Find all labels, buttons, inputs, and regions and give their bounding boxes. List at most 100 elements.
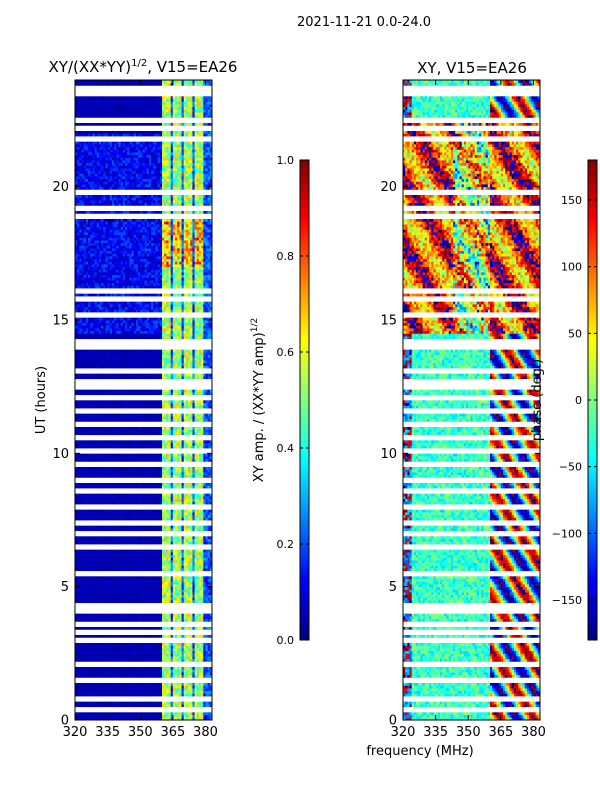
heatmap-cell	[105, 512, 109, 516]
heatmap-cell	[81, 541, 85, 545]
heatmap-cell	[188, 485, 191, 489]
heatmap-cell	[183, 482, 187, 486]
heatmap-cell	[179, 469, 182, 473]
heatmap-cell	[201, 568, 204, 572]
heatmap-cell	[190, 560, 193, 564]
heatmap-cell	[103, 565, 106, 569]
heatmap-cell	[185, 674, 189, 678]
heatmap-cell	[120, 618, 124, 622]
heatmap-cell	[177, 485, 180, 489]
heatmap-cell	[103, 517, 106, 521]
heatmap-cell	[177, 669, 180, 673]
heatmap-cell	[92, 482, 95, 486]
heatmap-cell	[201, 672, 204, 676]
heatmap-cell	[114, 600, 117, 604]
heatmap-cell	[177, 549, 180, 553]
heatmap-cell	[205, 581, 209, 585]
heatmap-cell	[77, 565, 80, 569]
heatmap-cell	[94, 560, 98, 564]
heatmap-cell	[129, 592, 132, 596]
heatmap-cell	[203, 650, 206, 654]
heatmap-cell	[103, 541, 106, 545]
heatmap-cell	[81, 656, 85, 660]
heatmap-cell	[107, 578, 111, 582]
heatmap-cell	[90, 717, 93, 721]
heatmap-cell	[203, 592, 206, 596]
heatmap-cell	[77, 616, 80, 620]
heatmap-cell	[129, 578, 132, 582]
heatmap-cell	[77, 466, 80, 470]
heatmap-cell	[94, 688, 98, 692]
heatmap-cell	[166, 685, 169, 689]
heatmap-cell	[194, 552, 198, 556]
heatmap-cell	[192, 472, 196, 476]
flagged-row	[75, 624, 212, 627]
heatmap-cell	[131, 496, 135, 500]
heatmap-cell	[111, 496, 115, 500]
heatmap-cell	[111, 586, 115, 590]
heatmap-cell	[155, 496, 159, 500]
heatmap-cell	[122, 538, 126, 542]
heatmap-cell	[129, 541, 132, 545]
heatmap-cell	[153, 501, 156, 505]
heatmap-cell	[105, 658, 109, 662]
heatmap-cell	[175, 536, 178, 540]
heatmap-cell	[75, 669, 78, 673]
heatmap-cell	[153, 554, 156, 558]
heatmap-cell	[177, 656, 180, 660]
heatmap-cell	[185, 626, 189, 630]
heatmap-cell	[111, 648, 115, 652]
heatmap-cell	[185, 672, 189, 676]
heatmap-cell	[101, 669, 104, 673]
heatmap-cell	[140, 538, 143, 542]
heatmap-cell	[103, 584, 106, 588]
heatmap-cell	[103, 509, 106, 513]
heatmap-cell	[183, 554, 187, 558]
heatmap-cell	[144, 656, 148, 660]
heatmap-cell	[98, 493, 102, 497]
heatmap-cell	[161, 466, 165, 470]
heatmap-cell	[203, 693, 206, 697]
heatmap-cell	[172, 554, 176, 558]
heatmap-cell	[81, 693, 85, 697]
heatmap-cell	[175, 578, 178, 582]
heatmap-cell	[157, 690, 161, 694]
heatmap-cell	[159, 589, 163, 593]
heatmap-cell	[144, 642, 148, 646]
heatmap-cell	[118, 645, 122, 649]
heatmap-cell	[90, 536, 93, 540]
heatmap-cell	[148, 517, 152, 521]
heatmap-cell	[90, 648, 93, 652]
heatmap-cell	[77, 626, 80, 630]
heatmap-cell	[116, 650, 119, 654]
heatmap-cell	[131, 584, 135, 588]
heatmap-cell	[192, 485, 196, 489]
heatmap-cell	[175, 650, 178, 654]
heatmap-cell	[209, 714, 213, 718]
heatmap-cell	[120, 642, 124, 646]
heatmap-cell	[161, 474, 165, 478]
heatmap-cell	[135, 672, 139, 676]
heatmap-cell	[205, 634, 209, 638]
heatmap-cell	[107, 528, 111, 532]
heatmap-cell	[164, 682, 167, 686]
heatmap-cell	[114, 469, 117, 473]
heatmap-cell	[83, 525, 87, 529]
heatmap-cell	[85, 458, 89, 462]
heatmap-cell	[155, 701, 159, 705]
heatmap-cell	[164, 600, 167, 604]
heatmap-cell	[157, 509, 161, 513]
heatmap-cell	[142, 618, 145, 622]
heatmap-cell	[142, 560, 145, 564]
heatmap-cell	[85, 581, 89, 585]
heatmap-cell	[146, 474, 150, 478]
heatmap-cell	[185, 482, 189, 486]
heatmap-cell	[188, 568, 191, 572]
heatmap-cell	[166, 589, 169, 593]
heatmap-cell	[198, 485, 202, 489]
heatmap-cell	[114, 496, 117, 500]
heatmap-cell	[129, 685, 132, 689]
heatmap-cell	[148, 512, 152, 516]
heatmap-cell	[111, 642, 115, 646]
heatmap-cell	[161, 469, 165, 473]
